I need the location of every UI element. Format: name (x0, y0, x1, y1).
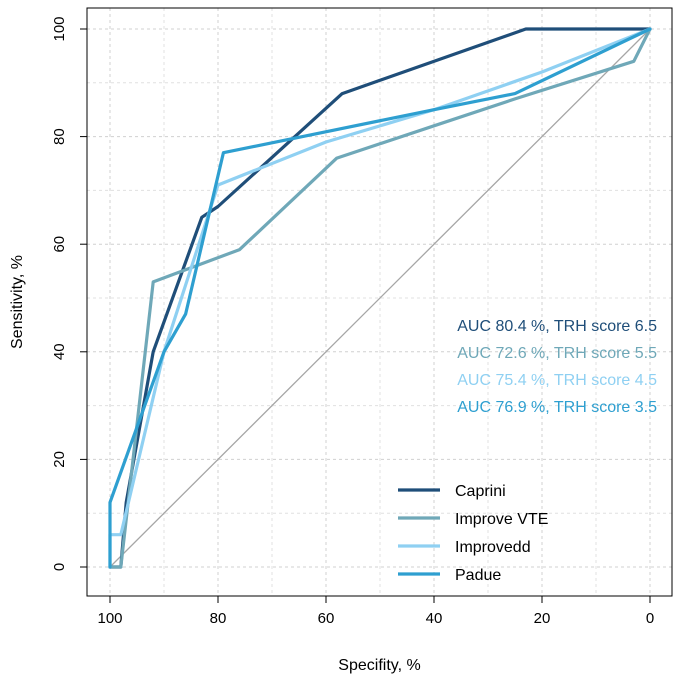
x-tick-label: 80 (210, 610, 227, 627)
legend: Caprini Improve VTE Improvedd Padue (398, 483, 548, 584)
y-tick-label: 40 (51, 343, 68, 360)
y-axis-title: Sensitivity, % (9, 255, 26, 349)
series-group (108, 27, 652, 569)
x-tick-label: 20 (534, 610, 551, 627)
x-tick-label: 100 (97, 610, 122, 627)
grid (87, 8, 672, 596)
x-tick-label: 0 (646, 610, 654, 627)
x-tick-label: 60 (318, 610, 335, 627)
legend-label: Improvedd (455, 539, 531, 556)
x-axis: 100 80 60 40 20 0 (97, 595, 654, 627)
auc-annotation: AUC 72.6 %, TRH score 5.5 (457, 345, 657, 362)
x-tick-label: 40 (426, 610, 443, 627)
y-axis: 0 20 40 60 80 100 (51, 16, 88, 571)
series-line-improvedd (108, 27, 652, 569)
reference-diagonal-line (109, 28, 651, 568)
auc-annotation: AUC 80.4 %, TRH score 6.5 (457, 318, 657, 335)
y-tick-label: 100 (51, 16, 68, 41)
legend-label: Padue (455, 567, 501, 584)
x-axis-title: Specifity, % (338, 657, 420, 674)
y-tick-label: 80 (51, 128, 68, 145)
series-line-padue (108, 27, 652, 569)
series-line-improve-vte (108, 27, 652, 569)
auc-annotation: AUC 76.9 %, TRH score 3.5 (457, 399, 657, 416)
auc-annotations: AUC 80.4 %, TRH score 6.5 AUC 72.6 %, TRH… (457, 318, 657, 416)
y-tick-label: 0 (51, 563, 68, 571)
legend-label: Improve VTE (455, 511, 548, 528)
auc-annotation: AUC 75.4 %, TRH score 4.5 (457, 372, 657, 389)
y-tick-label: 20 (51, 451, 68, 468)
legend-label: Caprini (455, 483, 506, 500)
y-tick-label: 60 (51, 236, 68, 253)
